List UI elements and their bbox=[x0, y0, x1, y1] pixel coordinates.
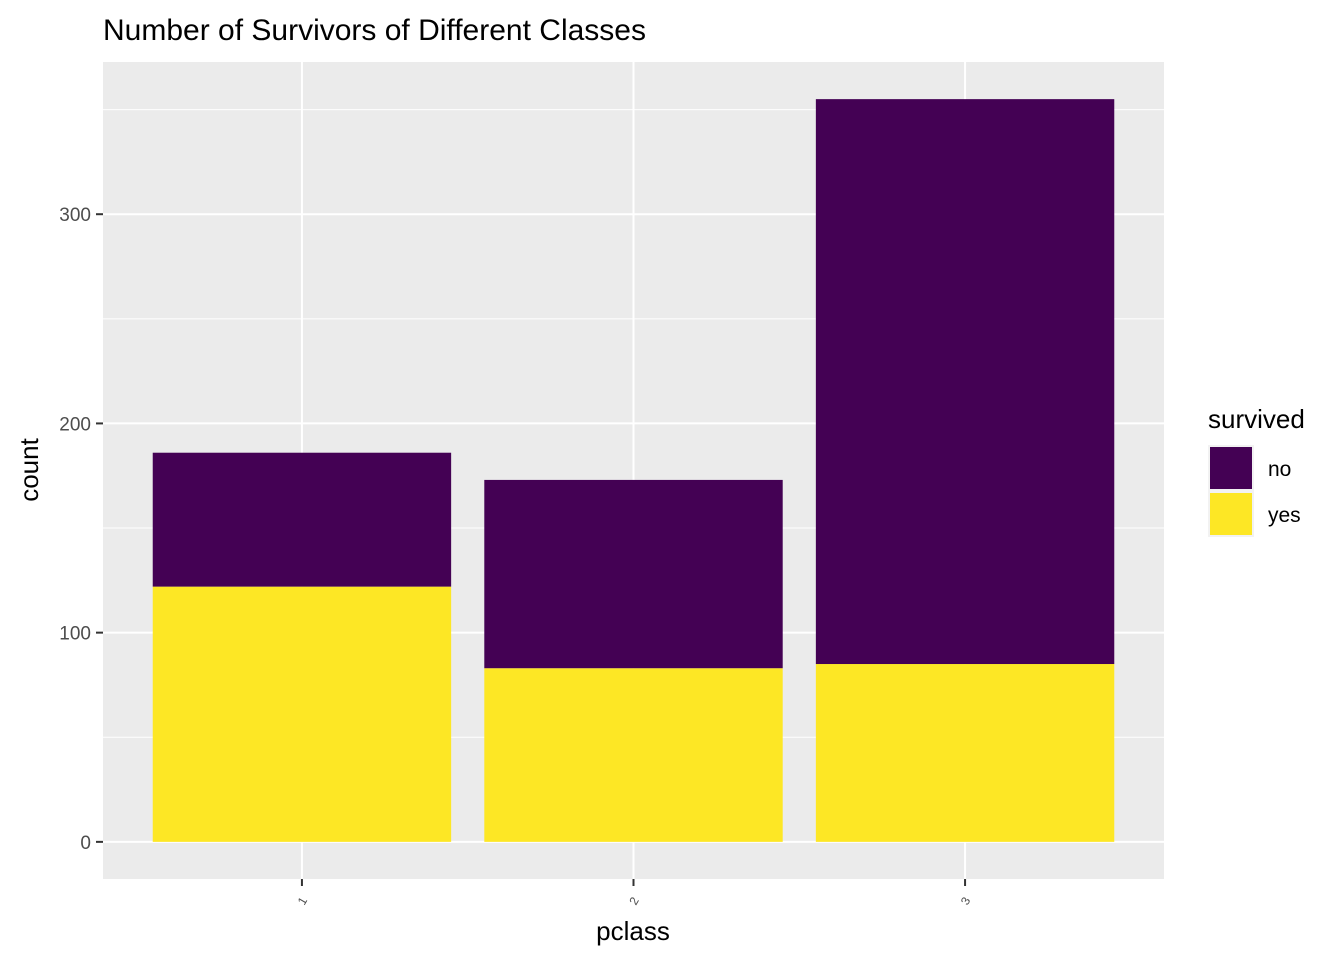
x-axis-label: pclass bbox=[596, 916, 670, 946]
bar-no-1 bbox=[152, 452, 452, 587]
legend-key-no bbox=[1208, 445, 1254, 491]
x-axis: 1 2 3 bbox=[295, 879, 974, 907]
legend-key-yes bbox=[1208, 491, 1254, 537]
bar-yes-2 bbox=[484, 668, 783, 842]
legend-title: survived bbox=[1208, 404, 1305, 434]
y-tick-label: 200 bbox=[59, 414, 91, 435]
x-tick-label: 2 bbox=[626, 894, 642, 907]
bar-no-2 bbox=[484, 479, 783, 669]
x-tick-label: 3 bbox=[958, 894, 974, 907]
legend-label-yes: yes bbox=[1268, 504, 1301, 527]
bar-yes-1 bbox=[152, 586, 452, 842]
legend-label-no: no bbox=[1268, 458, 1291, 481]
bar-yes-3 bbox=[815, 664, 1115, 842]
chart-title: Number of Survivors of Different Classes bbox=[103, 14, 646, 47]
y-axis-label: count bbox=[14, 437, 44, 501]
y-axis: 0 100 200 300 bbox=[59, 205, 103, 854]
x-tick-label: 1 bbox=[295, 894, 311, 907]
bar-no-3 bbox=[815, 99, 1115, 665]
y-tick-label: 100 bbox=[59, 624, 91, 645]
y-tick-label: 0 bbox=[80, 833, 91, 854]
legend: survived no yes bbox=[1208, 404, 1305, 537]
bars bbox=[152, 99, 1115, 842]
y-tick-label: 300 bbox=[59, 205, 91, 226]
